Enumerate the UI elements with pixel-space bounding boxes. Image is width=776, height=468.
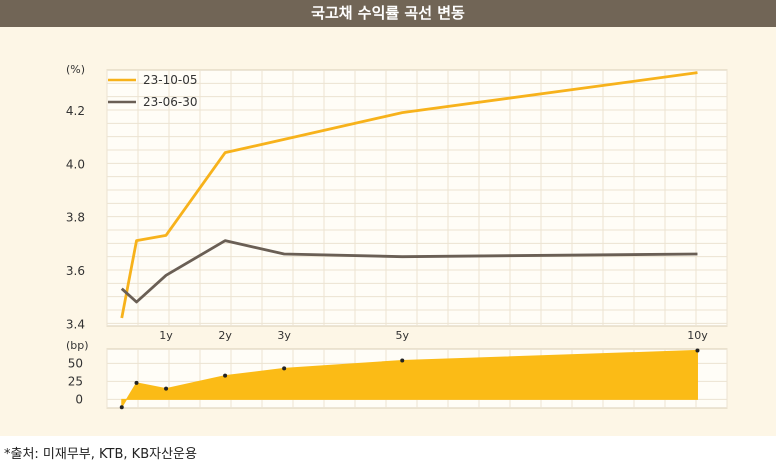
main-y-tick-label: 3.4	[66, 317, 85, 331]
main-y-tick-label: 3.6	[66, 264, 85, 278]
spread-point	[164, 386, 169, 391]
main-unit-label: (%)	[66, 63, 85, 76]
legend-label-23-10-05: 23-10-05	[143, 73, 197, 87]
spread-area	[121, 349, 698, 410]
main-y-tick-label: 4.2	[66, 104, 85, 118]
spread-point	[223, 373, 228, 378]
spread-y-tick-label: 50	[68, 356, 83, 370]
spread-y-tick-label: 25	[68, 374, 83, 388]
spread-y-tick-label: 0	[75, 392, 83, 406]
series-line-23-10-05	[120, 71, 698, 319]
spread-point	[695, 348, 700, 353]
spread-point	[119, 405, 124, 410]
series-line-23-06-30	[120, 239, 698, 304]
main-y-tick-label: 3.8	[66, 211, 85, 225]
source-note: *출처: 미재무부, KTB, KB자산운용	[4, 447, 197, 462]
x-tick-label: 1y	[159, 329, 173, 342]
x-tick-label: 2y	[218, 329, 232, 342]
legend-label-23-06-30: 23-06-30	[143, 95, 197, 109]
spread-point	[400, 358, 405, 363]
spread-point	[134, 380, 139, 385]
main-y-tick-label: 4.0	[66, 157, 85, 171]
spread-unit-label: (bp)	[66, 339, 89, 352]
spread-point	[282, 366, 287, 371]
x-tick-label: 5y	[395, 329, 409, 342]
x-tick-label: 3y	[277, 329, 291, 342]
legend: 23-10-05 23-06-30	[108, 73, 197, 109]
chart-title: 국고채 수익률 곡선 변동	[0, 0, 776, 27]
x-tick-label: 10y	[687, 329, 708, 342]
